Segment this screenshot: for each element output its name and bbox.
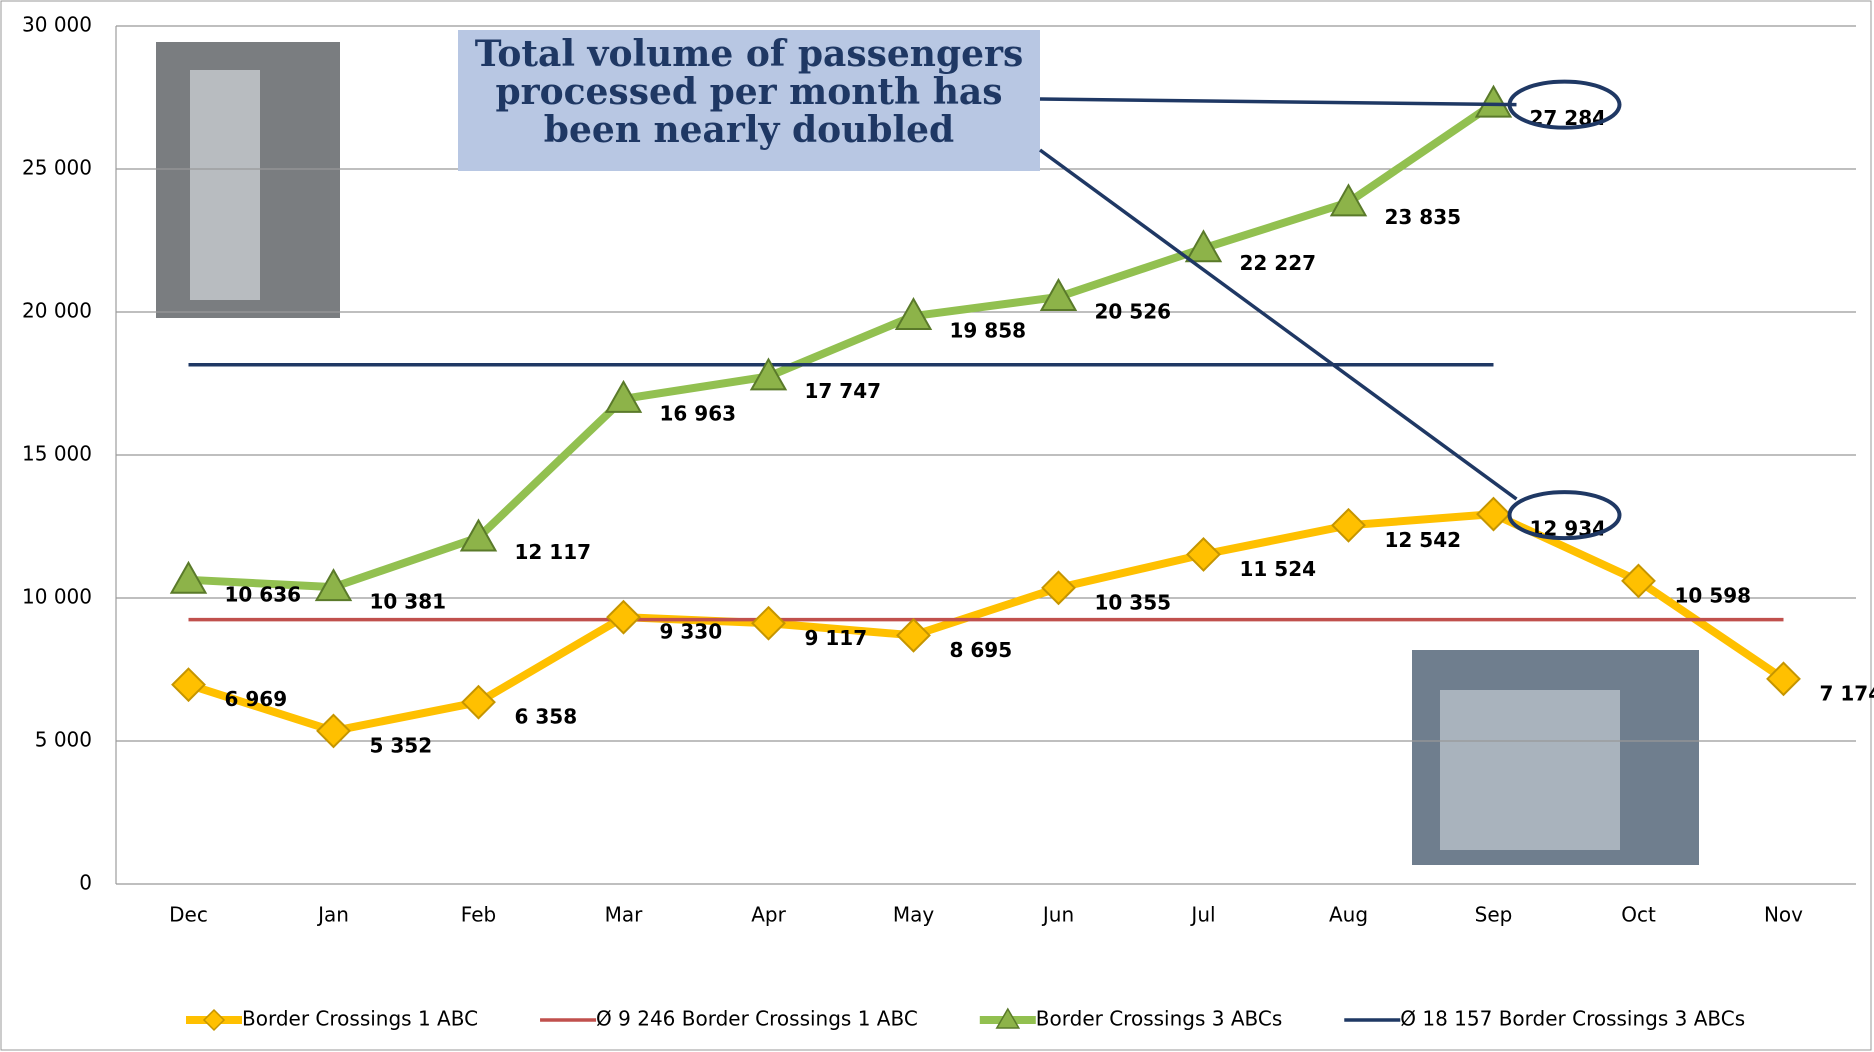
legend-label: Ø 18 157 Border Crossings 3 ABCs bbox=[1400, 1007, 1745, 1031]
x-tick-label: Aug bbox=[1329, 903, 1368, 927]
data-label: 22 227 bbox=[1240, 251, 1317, 275]
legend-label: Border Crossings 1 ABC bbox=[242, 1007, 478, 1031]
data-label: 10 381 bbox=[370, 590, 447, 614]
data-label: 10 636 bbox=[225, 582, 302, 606]
y-tick-label: 0 bbox=[79, 871, 92, 895]
x-tick-label: Jul bbox=[1189, 903, 1215, 927]
annotation: Total volume of passengers bbox=[475, 33, 1024, 75]
marker bbox=[1766, 661, 1801, 697]
data-label: 6 358 bbox=[515, 705, 578, 729]
data-label: 12 117 bbox=[515, 540, 592, 564]
x-tick-label: Oct bbox=[1621, 903, 1656, 927]
legend-label: Border Crossings 3 ABCs bbox=[1036, 1007, 1282, 1031]
marker bbox=[1041, 570, 1076, 606]
data-label: 5 352 bbox=[370, 733, 433, 757]
marker bbox=[1621, 563, 1656, 599]
x-tick-label: Sep bbox=[1475, 903, 1513, 927]
marker bbox=[1331, 507, 1366, 543]
x-tick-label: Apr bbox=[751, 903, 786, 927]
data-label: 9 117 bbox=[805, 626, 868, 650]
marker bbox=[1186, 536, 1221, 572]
photo-detail bbox=[190, 70, 260, 300]
y-tick-label: 15 000 bbox=[22, 442, 92, 466]
data-label: 8 695 bbox=[950, 638, 1013, 662]
marker bbox=[896, 617, 931, 653]
y-tick-label: 25 000 bbox=[22, 156, 92, 180]
marker bbox=[894, 297, 933, 331]
data-label: 7 174 bbox=[1820, 681, 1874, 705]
marker bbox=[604, 379, 643, 413]
marker bbox=[316, 713, 351, 749]
data-label: 23 835 bbox=[1385, 205, 1462, 229]
data-label: 6 969 bbox=[225, 687, 288, 711]
data-label: 16 963 bbox=[660, 401, 737, 425]
annotation-box bbox=[458, 30, 1040, 171]
marker bbox=[606, 599, 641, 635]
legend-label: Ø 9 246 Border Crossings 1 ABC bbox=[596, 1007, 918, 1031]
x-tick-label: Jun bbox=[1041, 903, 1074, 927]
marker bbox=[749, 357, 788, 391]
marker bbox=[1476, 496, 1511, 532]
x-tick-label: Jan bbox=[316, 903, 349, 927]
marker bbox=[751, 605, 786, 641]
marker bbox=[169, 560, 208, 594]
series-line bbox=[188, 100, 1496, 592]
x-tick-label: Nov bbox=[1764, 903, 1803, 927]
x-tick-label: Mar bbox=[605, 903, 644, 927]
y-tick-label: 30 000 bbox=[22, 13, 92, 37]
x-tick-label: Dec bbox=[169, 903, 208, 927]
data-label: 20 526 bbox=[1095, 299, 1172, 323]
x-tick-label: Feb bbox=[461, 903, 496, 927]
y-tick-label: 5 000 bbox=[35, 728, 92, 752]
photo-detail bbox=[1440, 690, 1620, 850]
data-label: 10 598 bbox=[1675, 583, 1752, 607]
legend-marker bbox=[202, 1008, 226, 1032]
x-tick-label: May bbox=[893, 903, 935, 927]
y-tick-label: 20 000 bbox=[22, 299, 92, 323]
marker bbox=[171, 667, 206, 703]
pointer bbox=[1038, 148, 1518, 501]
data-label: 12 542 bbox=[1385, 528, 1462, 552]
marker bbox=[461, 684, 496, 720]
data-label: 19 858 bbox=[950, 319, 1027, 343]
highlight bbox=[1507, 490, 1622, 541]
data-label: 17 747 bbox=[805, 379, 882, 403]
annotation: processed per month has bbox=[495, 71, 1002, 113]
marker bbox=[1474, 84, 1513, 118]
marker bbox=[1184, 229, 1223, 263]
annotation: been nearly doubled bbox=[544, 109, 954, 151]
legend-marker bbox=[995, 1007, 1021, 1029]
marker bbox=[1329, 183, 1368, 217]
pointer bbox=[1039, 97, 1517, 107]
y-tick-label: 10 000 bbox=[22, 585, 92, 609]
marker bbox=[459, 518, 498, 552]
marker bbox=[314, 568, 353, 602]
data-label: 10 355 bbox=[1095, 590, 1172, 614]
data-label: 11 524 bbox=[1240, 557, 1317, 581]
data-label: 9 330 bbox=[660, 620, 723, 644]
marker bbox=[1039, 277, 1078, 311]
